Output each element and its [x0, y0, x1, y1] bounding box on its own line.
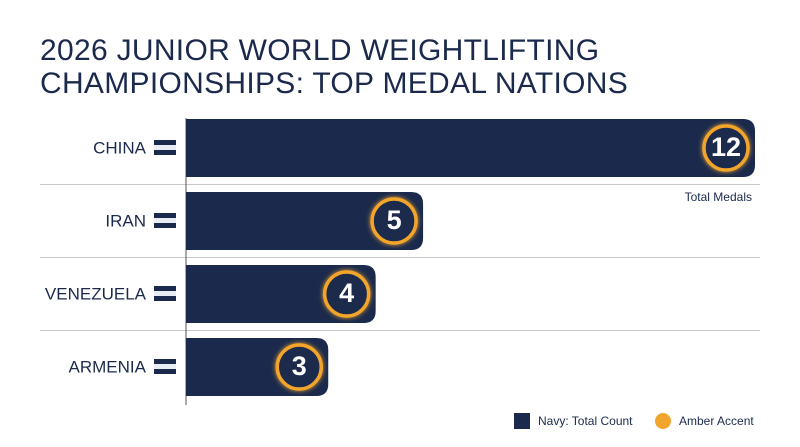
flag-icon [154, 140, 176, 155]
legend-swatch [655, 413, 671, 429]
category-label: IRAN [105, 211, 146, 230]
flag-stripe [154, 291, 176, 296]
chart-title: 2026 JUNIOR WORLD WEIGHTLIFTING CHAMPION… [40, 34, 629, 100]
flag-stripe [154, 218, 176, 223]
flag-icon [154, 359, 176, 374]
flag-stripe [154, 364, 176, 369]
category-label: VENEZUELA [45, 284, 147, 303]
value-label: 12 [711, 132, 741, 162]
value-label: 3 [292, 351, 307, 381]
value-label: 5 [387, 205, 402, 235]
category-label: CHINA [93, 138, 147, 157]
value-badge [322, 270, 371, 318]
bar [186, 192, 424, 250]
bar [186, 119, 755, 177]
value-label: 4 [339, 278, 354, 308]
flag-stripe [154, 145, 176, 150]
value-badge [275, 343, 323, 391]
flag-icon [154, 213, 176, 228]
value-badge [702, 124, 750, 172]
legend-label: Navy: Total Count [538, 414, 633, 428]
annotation: Total Medals [685, 190, 752, 204]
legend-swatch [514, 413, 530, 429]
legend-label: Amber Accent [679, 414, 754, 428]
value-badge [370, 197, 418, 245]
flag-icon [154, 286, 176, 301]
category-label: ARMENIA [69, 357, 147, 376]
